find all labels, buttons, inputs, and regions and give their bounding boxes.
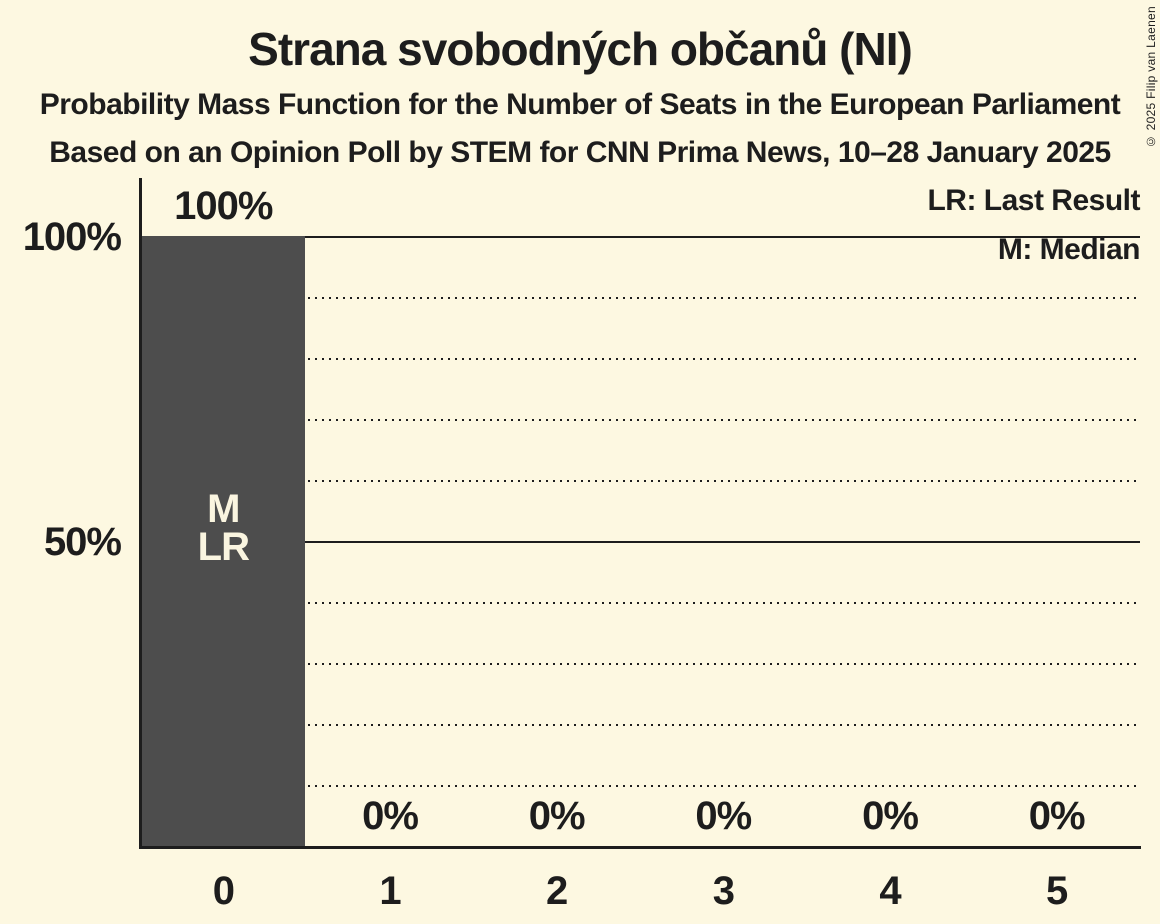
gridline-80-percent — [140, 358, 1140, 360]
gridline-30-percent — [140, 663, 1140, 665]
gridline-100-percent — [140, 236, 1140, 238]
x-tick-label-3: 3 — [712, 869, 735, 913]
copyright-notice: © 2025 Filip van Laenen — [1144, 6, 1158, 149]
chart-subtitle: Probability Mass Function for the Number… — [39, 88, 1121, 121]
bar-annotation-line-m: M — [207, 487, 240, 531]
x-tick-label-4: 4 — [879, 869, 901, 913]
y-axis-tick-label-50: 50% — [43, 520, 122, 564]
value-label-4: 0% — [862, 794, 919, 838]
value-label-3: 0% — [695, 794, 752, 838]
value-label-1: 0% — [362, 794, 419, 838]
bar-annotation-0: M LR — [140, 487, 306, 569]
gridline-70-percent — [140, 419, 1140, 421]
x-axis-line — [139, 846, 1141, 849]
gridline-40-percent — [140, 602, 1140, 604]
legend-last-result: LR: Last Result — [927, 184, 1140, 217]
value-label-5: 0% — [1028, 794, 1086, 838]
page-title: Strana svobodných občanů (NI) — [248, 23, 913, 75]
value-label-2: 0% — [528, 794, 586, 838]
value-label-0: 100% — [174, 184, 273, 228]
y-axis-line — [139, 178, 142, 849]
x-tick-label-2: 2 — [546, 869, 568, 913]
gridline-60-percent — [140, 480, 1140, 482]
x-tick-label-1: 1 — [379, 869, 401, 913]
gridline-50-percent — [140, 541, 1140, 543]
gridline-90-percent — [140, 297, 1140, 299]
y-axis-tick-label-100: 100% — [22, 215, 122, 259]
x-tick-label-5: 5 — [1046, 869, 1068, 913]
legend-median: M: Median — [997, 233, 1141, 266]
gridline-10-percent — [140, 785, 1140, 787]
bar-0 — [141, 236, 305, 849]
bar-annotation-line-lr: LR — [197, 525, 250, 569]
chart-source-line: Based on an Opinion Poll by STEM for CNN… — [49, 136, 1111, 169]
x-tick-label-0: 0 — [212, 869, 235, 913]
gridline-20-percent — [140, 724, 1140, 726]
